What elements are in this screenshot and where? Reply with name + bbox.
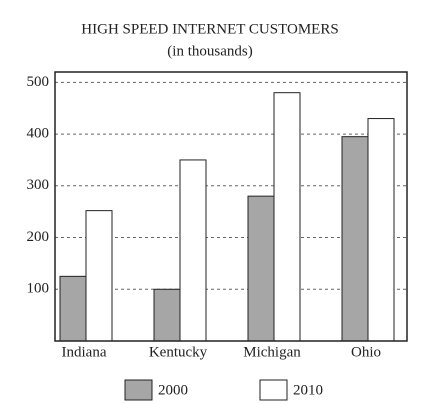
bar (247, 195, 275, 342)
y-tick-label: 500 (27, 74, 50, 90)
bar (153, 288, 181, 342)
plot-frame (54, 71, 408, 342)
x-tick-label: Indiana (62, 344, 107, 360)
y-tick-label: 200 (27, 229, 50, 245)
x-tick-label: Ohio (351, 344, 381, 360)
bar (367, 118, 395, 342)
legend-label: 2000 (158, 382, 188, 398)
legend-label: 2010 (293, 382, 323, 398)
bar (59, 275, 87, 342)
y-tick-label: 100 (27, 281, 50, 297)
x-tick-label: Michigan (243, 344, 301, 360)
legend-swatch (124, 379, 153, 401)
y-tick-label: 300 (27, 177, 50, 193)
chart-title: HIGH SPEED INTERNET CUSTOMERS (81, 21, 338, 37)
bar (179, 159, 207, 342)
bar (85, 210, 113, 342)
bar (273, 92, 301, 342)
legend-swatch (259, 379, 288, 401)
y-tick-label: 400 (27, 126, 50, 142)
x-tick-label: Kentucky (149, 344, 208, 360)
chart-subtitle: (in thousands) (167, 43, 252, 59)
bar (341, 136, 369, 342)
